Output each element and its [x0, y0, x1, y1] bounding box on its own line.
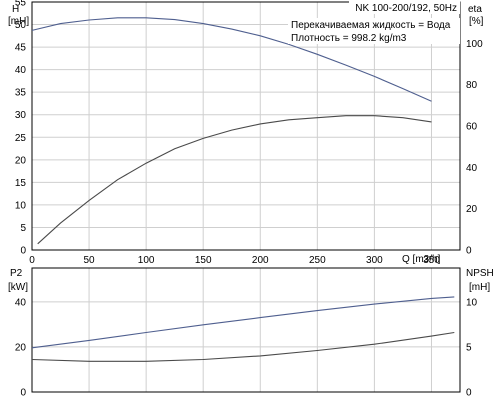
- npsh-axis-label: NPSH: [466, 268, 494, 279]
- head-axis-unit: [mH]: [8, 16, 29, 27]
- bottom-series: [31, 296, 455, 362]
- power-axis-label: P2: [10, 268, 23, 279]
- right-tick-label: 10: [466, 297, 478, 308]
- left-tick-label: 50: [15, 20, 27, 31]
- right-tick-label: 5: [466, 342, 472, 353]
- left-tick-label: 35: [15, 88, 27, 99]
- curve-npsh: [31, 331, 455, 362]
- left-tick-label: 40: [15, 65, 27, 76]
- top-panel: 0 50 100 150 200 250 300 350 051015202530354045…: [8, 0, 484, 266]
- left-tick-label: 5: [20, 223, 26, 234]
- top-series: [31, 17, 432, 245]
- top-grid: [32, 2, 460, 250]
- head-axis-label: H: [12, 4, 19, 15]
- top-plot-frame: [31, 1, 461, 251]
- fluid-info-background: [288, 18, 460, 44]
- left-tick-label: 0: [20, 388, 26, 399]
- top-right-tick-labels: 0 20 40 60 80 100: [466, 39, 483, 257]
- left-tick-label: 10: [15, 200, 27, 211]
- top-left-tick-labels: 0 5 10 15 20 25 30 35 40 45 50 55: [15, 0, 27, 257]
- power-axis-unit: [kW]: [8, 282, 28, 293]
- top-x-tick-labels: 0 50 100 150 200 250 300 350: [29, 255, 440, 266]
- left-tick-label: 40: [15, 297, 27, 308]
- left-tick-label: 20: [15, 155, 27, 166]
- x-tick-label: 0: [29, 255, 35, 266]
- left-tick-label: 30: [15, 110, 27, 121]
- fluid-annotation: Перекачиваемая жидкость = Вода: [291, 20, 451, 31]
- curve-power: [31, 296, 455, 349]
- x-tick-label: 200: [252, 255, 269, 266]
- density-annotation: Плотность = 998.2 kg/m3: [291, 33, 407, 44]
- right-tick-label: 20: [466, 204, 478, 215]
- left-tick-label: 45: [15, 43, 27, 54]
- bottom-grid: [32, 268, 460, 392]
- chart-title: NK 100-200/192, 50Hz: [355, 3, 457, 14]
- npsh-axis-unit: [mH]: [469, 282, 490, 293]
- right-tick-label: 40: [466, 163, 478, 174]
- x-tick-label: 100: [138, 255, 155, 266]
- eta-axis-unit: [%]: [469, 16, 484, 27]
- bottom-left-tick-labels: 0 20 40: [15, 297, 27, 398]
- x-tick-label: 300: [366, 255, 383, 266]
- eta-axis-label: eta: [468, 4, 482, 15]
- flow-axis-label: Q [m3/h]: [402, 254, 441, 265]
- left-tick-label: 20: [15, 342, 27, 353]
- left-tick-label: 55: [15, 0, 27, 9]
- curve-efficiency: [37, 115, 432, 245]
- bottom-right-tick-labels: 0 5 10: [466, 297, 478, 398]
- chart-title-background: [349, 1, 460, 14]
- bottom-plot-frame: [31, 267, 461, 393]
- right-tick-label: 100: [466, 39, 483, 50]
- x-tick-label: 150: [195, 255, 212, 266]
- x-tick-label: 50: [84, 255, 96, 266]
- left-tick-label: 0: [20, 246, 26, 257]
- right-tick-label: 0: [466, 388, 472, 399]
- x-tick-label: 250: [309, 255, 326, 266]
- x-tick-label: 350: [423, 255, 440, 266]
- left-tick-label: 25: [15, 133, 27, 144]
- right-tick-label: 0: [466, 246, 472, 257]
- right-tick-label: 60: [466, 122, 478, 133]
- left-tick-label: 15: [15, 178, 27, 189]
- right-tick-label: 80: [466, 80, 478, 91]
- bottom-panel: 0 20 40 0 5 10 P2 [kW] NPSH [mH]: [8, 267, 494, 399]
- curve-head: [31, 17, 432, 102]
